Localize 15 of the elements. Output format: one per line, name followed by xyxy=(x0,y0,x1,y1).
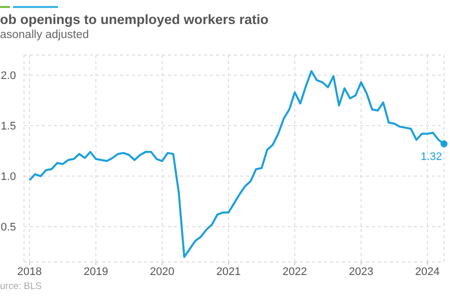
y-tick-label: 0.5 xyxy=(0,222,16,234)
x-tick-label: 2024 xyxy=(415,266,440,278)
x-tick-label: 2018 xyxy=(17,266,42,278)
y-tick-label: 1.5 xyxy=(0,120,16,133)
chart-title: ob openings to unemployed workers ratio xyxy=(0,12,269,27)
x-tick-label: 2023 xyxy=(348,266,374,278)
x-tick-label: 2021 xyxy=(216,266,241,278)
x-tick-label: 2022 xyxy=(282,266,308,278)
x-tick-label: 2020 xyxy=(150,266,174,278)
y-tick-label: 2.0 xyxy=(0,70,16,82)
text: urce: BLS xyxy=(0,281,42,292)
data-label: 1.32 xyxy=(420,150,442,163)
chart-subtitle: asonally adjusted xyxy=(0,29,89,41)
x-tick-label: 2019 xyxy=(84,266,108,278)
y-tick-label: 1.0 xyxy=(0,171,16,184)
